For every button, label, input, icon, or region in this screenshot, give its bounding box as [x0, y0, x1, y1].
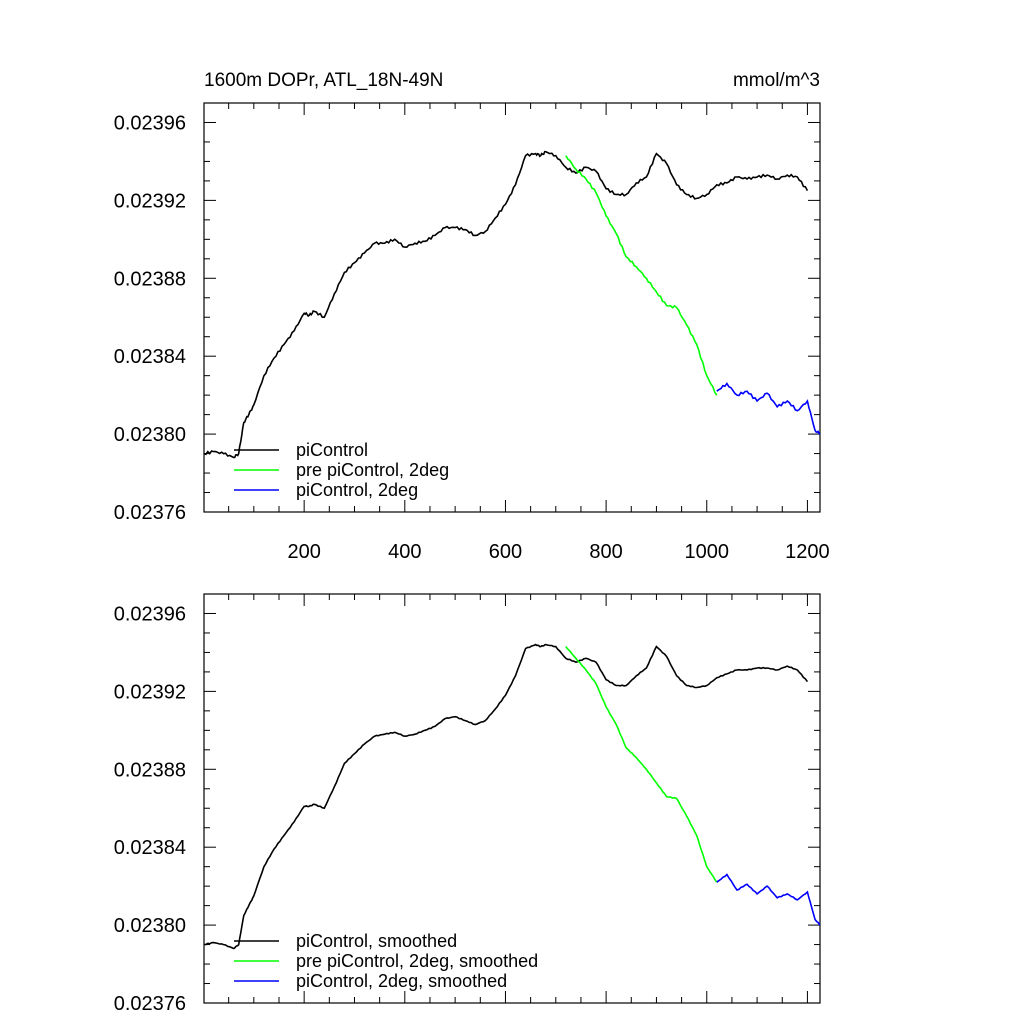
y-tick-label: 0.02380 — [114, 915, 186, 937]
y-tick-label: 0.02388 — [114, 268, 186, 290]
chart-title: 1600m DOPr, ATL_18N-49N — [204, 70, 443, 91]
units-label: mmol/m^3 — [733, 70, 820, 91]
series-line-2 — [565, 155, 718, 396]
y-tick-label: 0.02396 — [114, 112, 186, 134]
x-tick-label: 800 — [589, 541, 622, 563]
plot-frame — [203, 102, 821, 513]
x-tick-label: 400 — [388, 541, 421, 563]
plot-frame — [203, 593, 821, 1004]
series-line-2 — [565, 646, 718, 883]
y-tick-label: 0.02376 — [114, 993, 186, 1015]
y-tick-label: 0.02376 — [114, 502, 186, 524]
x-tick-label: 1200 — [785, 541, 830, 563]
y-tick-label: 0.02388 — [114, 759, 186, 781]
y-tick-label: 0.02384 — [114, 346, 186, 368]
chart-panel-2: 0.02376 0.02380 0.02384 0.02388 0.02392 0.023… — [114, 593, 821, 1015]
legend-label: piControl, smoothed — [296, 931, 457, 951]
series-line-1 — [203, 643, 809, 950]
x-tick-label: 600 — [489, 541, 522, 563]
y-tick-label: 0.02396 — [114, 603, 186, 625]
y-tick-label: 0.02384 — [114, 837, 186, 859]
series-line-3 — [716, 382, 821, 435]
legend-label: piControl, 2deg — [296, 480, 418, 500]
chart-panel-1: 0.02376 0.02380 0.02384 0.02388 0.02392 0.023… — [114, 102, 830, 563]
x-tick-label: 1000 — [685, 541, 730, 563]
y-tick-label: 0.02380 — [114, 424, 186, 446]
y-tick-label: 0.02392 — [114, 681, 186, 703]
series-line-3 — [716, 873, 821, 926]
legend-label: pre piControl, 2deg, smoothed — [296, 951, 538, 971]
legend-label: piControl, 2deg, smoothed — [296, 971, 507, 991]
legend-label: pre piControl, 2deg — [296, 460, 449, 480]
legend-label: piControl — [296, 440, 368, 460]
x-tick-label: 200 — [287, 541, 320, 563]
series-line-1 — [203, 150, 809, 459]
y-tick-label: 0.02392 — [114, 190, 186, 212]
